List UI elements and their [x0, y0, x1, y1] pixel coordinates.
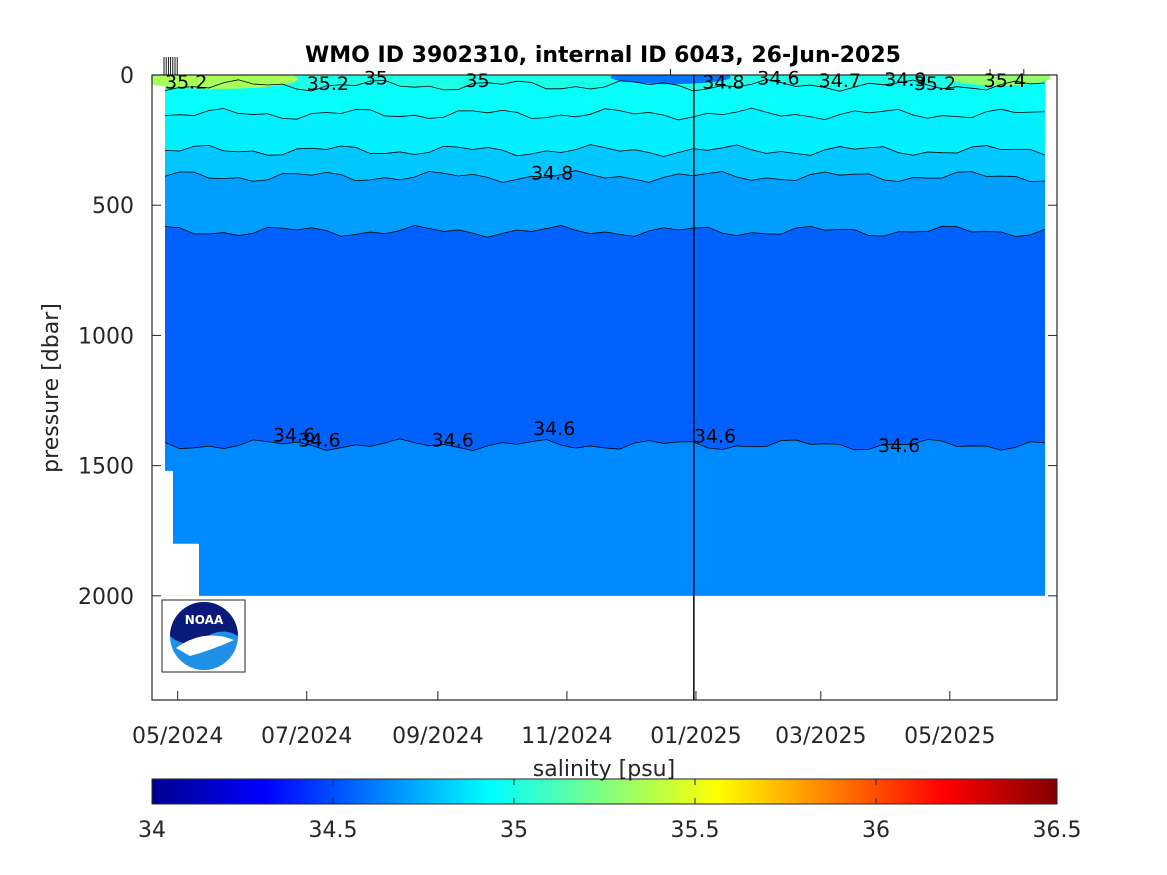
y-axis: 0 500 1000 1500 2000	[78, 64, 1057, 610]
x-tick-label: 03/2025	[775, 724, 866, 749]
profile-date-ticks	[163, 57, 1025, 75]
colorbar-tick-label: 35.5	[671, 818, 720, 843]
contour-label: 35.2	[914, 73, 956, 95]
salinity-layer	[165, 79, 1045, 120]
salinity-field	[152, 75, 1051, 596]
x-tick-label: 07/2024	[261, 724, 352, 749]
salinity-layer	[165, 108, 1045, 157]
colorbar	[151, 778, 1058, 805]
colorbar-tick-label: 34	[138, 818, 166, 843]
y-tick-label: 500	[92, 194, 134, 219]
noaa-logo: NOAA	[161, 599, 246, 673]
x-tick-label: 11/2024	[521, 724, 612, 749]
contour-label: 34.6	[533, 418, 575, 440]
salinity-layer	[165, 170, 1045, 238]
x-axis: 05/2024 07/2024 09/2024 11/2024 01/2025 03/20…	[132, 691, 996, 749]
contour-label: 34.6	[432, 430, 474, 452]
plot-frame	[151, 74, 1058, 701]
x-tick-label: 01/2025	[650, 724, 741, 749]
colorbar-tick-label: 35	[500, 818, 528, 843]
contour-label: 34.7	[819, 70, 861, 92]
contour-label: 34.8	[702, 72, 744, 94]
y-tick-label: 0	[120, 64, 134, 89]
contour-label: 34.6	[878, 435, 920, 457]
contour-label: 35.2	[307, 73, 349, 95]
colorbar-ticks: 34 34.5 35 35.5 36 36.5	[138, 779, 1081, 843]
contour-label: 35	[465, 70, 489, 92]
contour-line	[164, 107, 1046, 121]
contour-lines	[164, 79, 1046, 452]
y-tick-label: 1000	[78, 324, 134, 349]
contour-label: 34.6	[694, 426, 736, 448]
contour-label: 35	[364, 68, 388, 90]
x-tick-label: 05/2024	[132, 724, 223, 749]
salinity-layer	[165, 225, 1045, 451]
chart-title: WMO ID 3902310, internal ID 6043, 26-Jun…	[305, 43, 901, 68]
missing-data-region	[165, 470, 199, 596]
colorbar-tick-label: 34.5	[309, 818, 358, 843]
contour-label: 34.8	[531, 163, 573, 185]
salinity-layer	[165, 438, 1045, 596]
contour-line	[164, 225, 1046, 238]
surface-patch	[152, 75, 298, 89]
surface-patch	[610, 75, 731, 85]
x-tick-label: 05/2025	[904, 724, 995, 749]
contour-labels: 35.2 35.2 35 35 34.8 34.6 34.7 34.935.2 35.434.8…	[165, 68, 1026, 457]
salinity-layer	[165, 144, 1045, 183]
contour-line	[164, 438, 1046, 452]
contour-label: 34.6	[757, 68, 799, 90]
contour-label: 34.6	[273, 424, 315, 446]
noaa-logo-text: NOAA	[185, 613, 224, 627]
contour-label: 35.2	[165, 72, 207, 94]
contour-label: 35.4	[984, 70, 1026, 92]
contour-line	[164, 170, 1046, 183]
colorbar-tick-label: 36	[862, 818, 890, 843]
y-tick-label: 1500	[78, 455, 134, 480]
colorbar-tick-label: 36.5	[1033, 818, 1082, 843]
y-tick-label: 2000	[78, 585, 134, 610]
contour-line	[164, 144, 1046, 157]
contour-line	[164, 79, 1046, 92]
x-tick-label: 09/2024	[392, 724, 483, 749]
colorbar-label: salinity [psu]	[533, 757, 675, 782]
y-axis-label: pressure [dbar]	[39, 303, 64, 473]
contour-label: 34.6	[298, 430, 340, 452]
